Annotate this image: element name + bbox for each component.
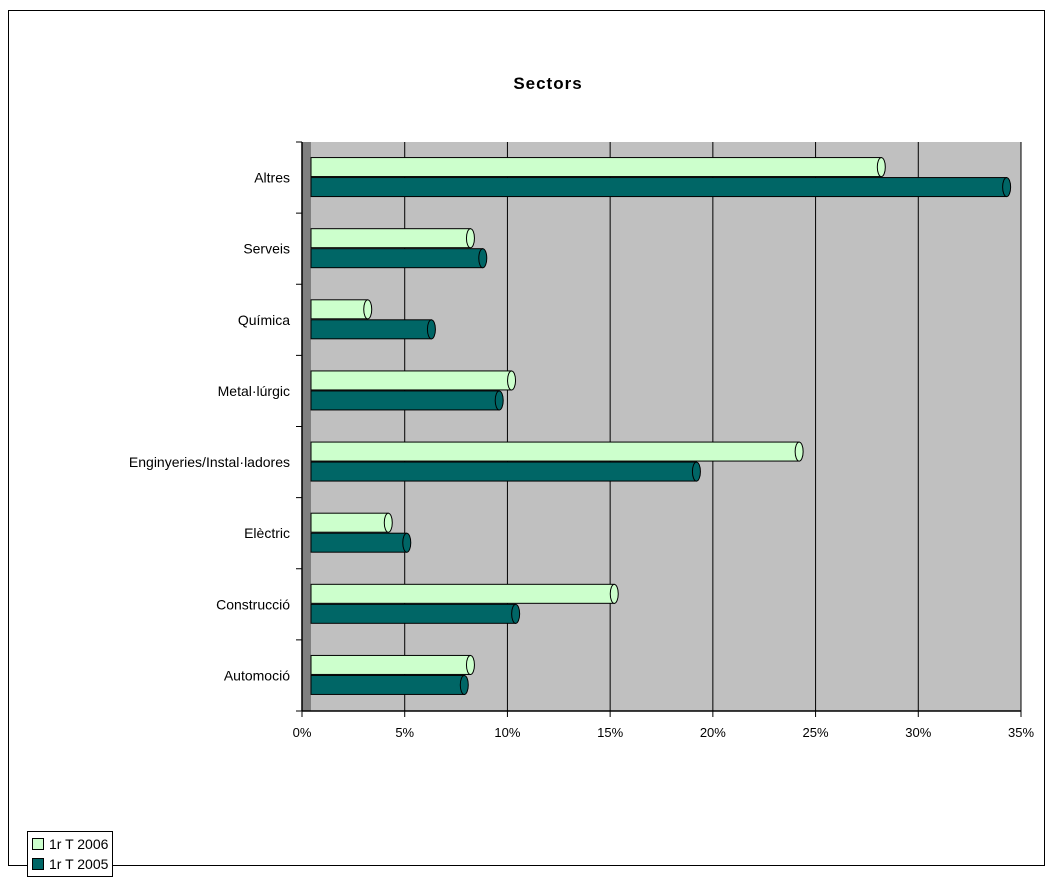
y-tick-label: Metal·lúrgic <box>218 383 290 399</box>
bar-cap <box>794 441 804 462</box>
y-tick-label: Serveis <box>243 241 290 257</box>
chart-frame: Sectors 0% 5% 10% 15% 20% 25% 30% 35% Altres Serv… <box>8 10 1045 877</box>
bar-2005 <box>310 461 697 482</box>
bar-cap <box>478 248 488 269</box>
y-tick-label: Altres <box>254 170 290 186</box>
plot-area: 0% 5% 10% 15% 20% 25% 30% 35% Altres Serveis Quími… <box>129 141 1034 740</box>
bar-2005 <box>310 603 517 624</box>
bar-cap <box>402 532 412 553</box>
x-tick-label: 20% <box>700 725 726 740</box>
x-tick-label: 35% <box>1008 725 1034 740</box>
legend-swatch-2006 <box>32 838 44 850</box>
bar-2005 <box>310 319 432 340</box>
chart-title: Sectors <box>513 74 582 93</box>
legend-label-2005: 1r T 2005 <box>49 856 109 872</box>
bar-cap <box>507 370 517 391</box>
bar-cap <box>691 461 701 482</box>
bar-cap <box>459 674 469 695</box>
axis-wall <box>302 142 311 711</box>
x-tick-label: 0% <box>293 725 312 740</box>
bar-cap <box>426 319 436 340</box>
bar-chart: Sectors 0% 5% 10% 15% 20% 25% 30% 35% Altres Serv… <box>129 74 1035 740</box>
bar-cap <box>494 390 504 411</box>
bar-cap <box>363 299 373 320</box>
y-tick-label: Química <box>238 312 290 328</box>
bar-2005 <box>310 532 408 553</box>
legend-item-2006: 1r T 2006 <box>32 834 108 854</box>
bar-2006 <box>310 441 800 462</box>
legend-swatch-2005 <box>32 858 44 870</box>
bar-2005 <box>310 177 1008 198</box>
x-tick-label: 10% <box>494 725 520 740</box>
bar-cap <box>876 157 886 178</box>
bar-cap <box>511 603 521 624</box>
legend-label-2006: 1r T 2006 <box>49 836 109 852</box>
bar-cap <box>609 583 619 604</box>
bar-cap <box>465 228 475 249</box>
plot-background <box>302 142 1021 711</box>
bar-2005 <box>310 674 465 695</box>
x-tick-label: 15% <box>597 725 623 740</box>
bar-2006 <box>310 583 615 604</box>
bar-cap <box>1002 177 1012 198</box>
bar-cap <box>383 512 393 533</box>
bar-2006 <box>310 299 369 320</box>
y-tick-label: Enginyeries/Instal·ladores <box>129 454 290 470</box>
bar-2006 <box>310 157 882 178</box>
x-tick-label: 5% <box>395 725 414 740</box>
legend-item-2005: 1r T 2005 <box>32 854 108 874</box>
bar-2005 <box>310 390 500 411</box>
bar-2006 <box>310 512 389 533</box>
bar-2006 <box>310 228 471 249</box>
y-tick-label: Automoció <box>224 667 290 683</box>
bar-2006 <box>310 370 513 391</box>
legend: 1r T 2006 1r T 2005 <box>27 831 114 877</box>
bar-2006 <box>310 654 471 675</box>
y-tick-label: Elèctric <box>244 525 290 541</box>
y-tick-label: Construcció <box>216 596 290 612</box>
bar-2005 <box>310 248 484 269</box>
x-tick-label: 25% <box>803 725 829 740</box>
x-tick-label: 30% <box>905 725 931 740</box>
bar-cap <box>465 654 475 675</box>
